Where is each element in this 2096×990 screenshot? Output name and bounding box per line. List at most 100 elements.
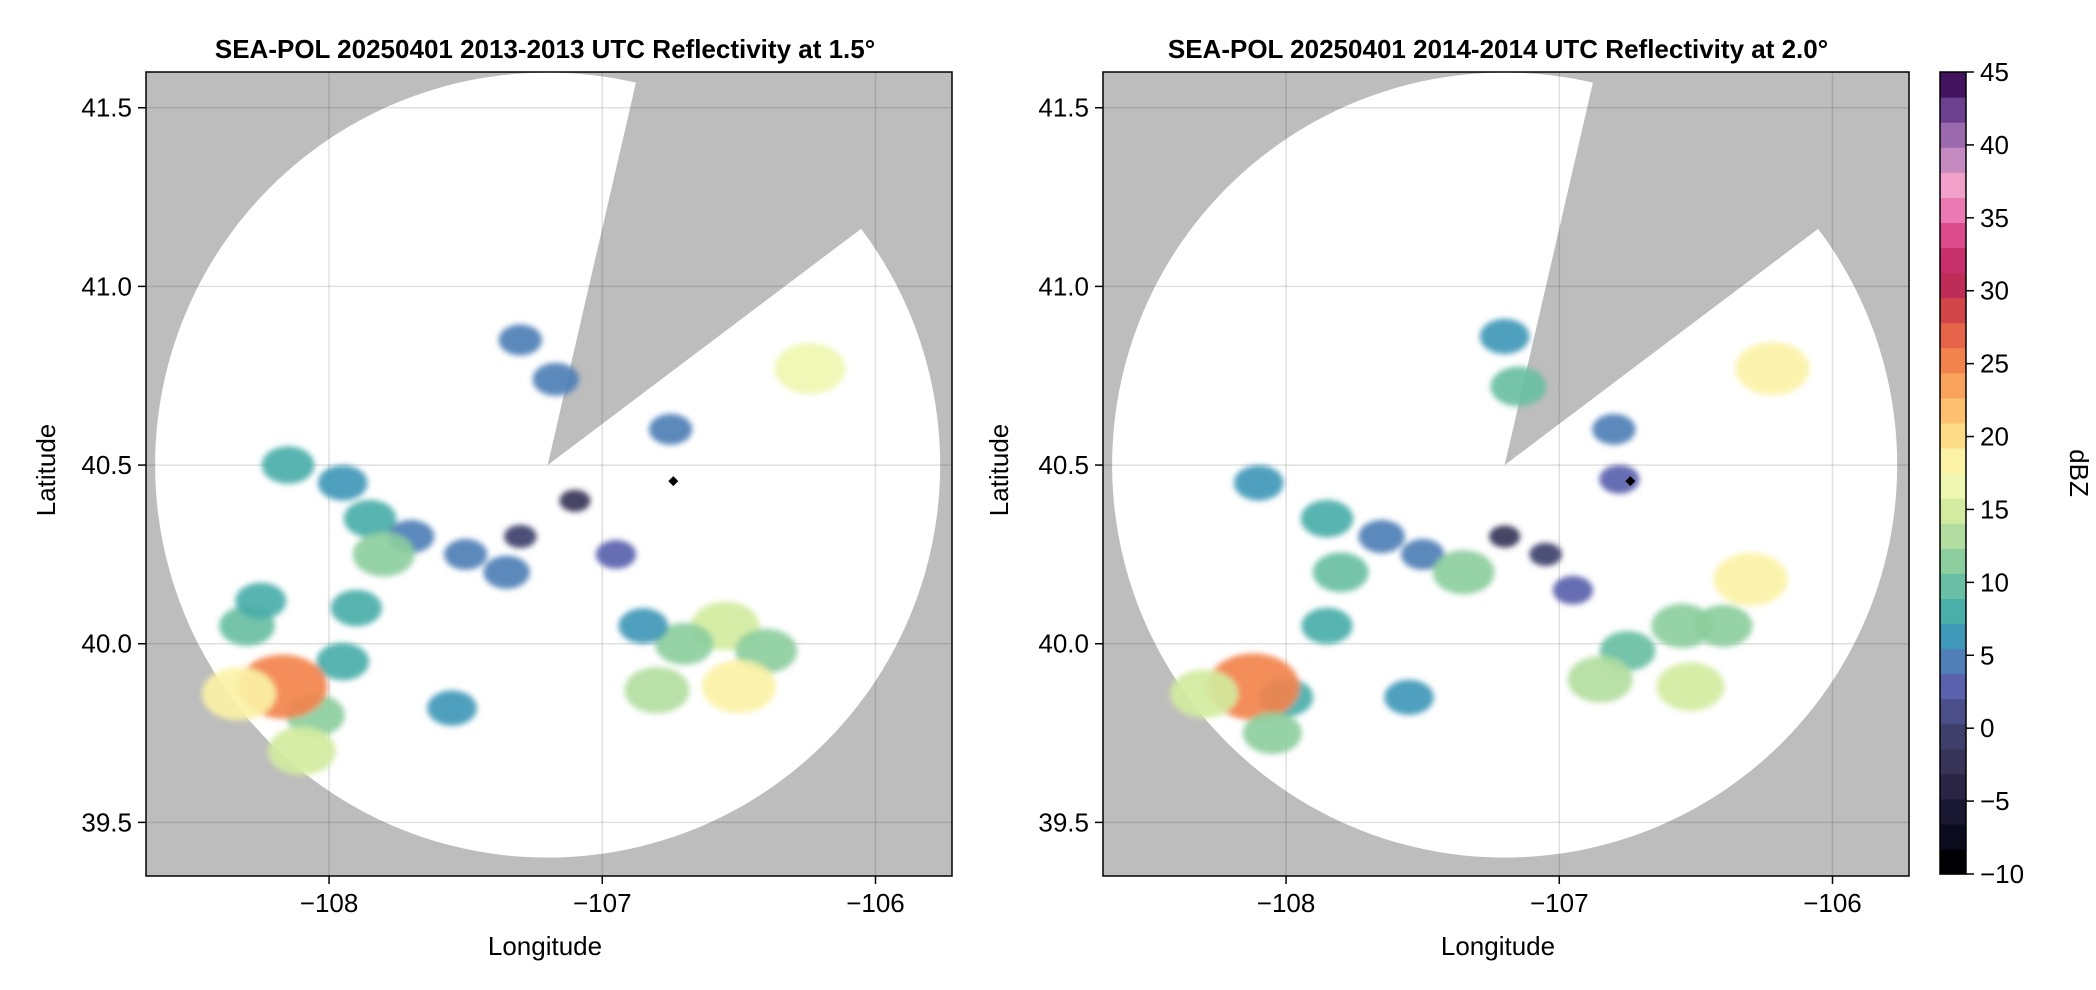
colorbar-swatch [1940,72,1966,98]
colorbar-tick-label: 0 [1980,713,1994,743]
colorbar-swatch [1940,823,1966,850]
colorbar-swatch [1940,698,1966,725]
chart-title: SEA-POL 20250401 2014-2014 UTC Reflectiv… [1168,34,1828,64]
colorbar-tick-label: 5 [1980,640,1994,670]
colorbar-tick-label: 30 [1980,276,2009,306]
echo-cell [1384,679,1434,716]
echo-cell [1479,318,1530,355]
y-axis-label: Latitude [31,424,61,517]
reflectivity-panel-1: SEA-POL 20250401 2013-2013 UTC Reflectiv… [31,34,953,961]
y-tick-label: 40.5 [1038,450,1089,480]
colorbar-swatch [1940,97,1966,123]
echo-cell [1301,607,1353,645]
x-tick-labels: −108 −107 −106 [1257,876,1862,918]
x-tick-label: −106 [1803,888,1862,918]
echo-cell [235,582,287,620]
colorbar-swatch [1940,372,1966,399]
x-tick-label: −107 [1530,888,1589,918]
echo-cell [1432,550,1495,595]
y-tick-label: 39.5 [1038,807,1089,837]
echo-cell [701,660,776,714]
colorbar-swatch [1940,673,1966,700]
y-tick-labels: 39.5 40.0 40.5 41.0 41.5 [1038,93,1103,837]
colorbar-tick-label: 10 [1980,567,2009,597]
colorbar-tick-label: 35 [1980,203,2009,233]
echo-cell [1358,519,1405,554]
echo-cell [483,555,530,589]
echo-cell [1233,465,1284,501]
echo-cell [774,343,846,394]
colorbar-swatch [1940,297,1966,324]
colorbar-swatch [1940,573,1966,599]
x-tick-label: −108 [300,888,359,918]
echo-cell [443,538,488,570]
site-marker [668,476,679,487]
colorbar-swatch [1940,147,1966,173]
colorbar-frame [1939,71,1967,875]
echo-cell [1656,662,1725,711]
y-tick-label: 39.5 [81,807,132,837]
y-tick-label: 41.0 [1038,271,1089,301]
colorbar-swatch [1940,422,1966,449]
echo-cell [1529,542,1562,567]
colorbar-tick-label: −10 [1980,859,2024,889]
plot-area [145,71,953,877]
echo-cell [267,726,336,776]
radar-coverage [1112,72,1898,858]
colorbar-tick-label: −5 [1980,786,2010,816]
colorbar-swatch [1940,848,1966,875]
y-tick-label: 41.0 [81,271,132,301]
echo-cell [648,413,693,445]
x-tick-label: −108 [1257,888,1316,918]
echo-cell [1312,552,1369,593]
echo-cell [343,499,397,538]
y-tick-labels: 39.5 40.0 40.5 41.0 41.5 [81,93,146,837]
echo-cell [1592,413,1636,445]
colorbar: −10 −5 0 5 10 15 20 25 30 35 40 45 dBZ [1939,57,2094,889]
axes-frame [1102,71,1910,877]
colorbar-swatch [1940,347,1966,374]
colorbar-swatch [1940,473,1966,499]
echo-cell [1599,464,1640,494]
echo-cell [1490,366,1547,407]
x-tick-label: −107 [573,888,632,918]
echo-cell [595,540,637,569]
echo-cell [654,622,714,665]
x-tick-labels: −108 −107 −106 [300,876,905,918]
chart-title: SEA-POL 20250401 2013-2013 UTC Reflectiv… [215,34,875,64]
colorbar-swatch [1940,272,1966,299]
colorbar-swatch [1940,197,1966,223]
axes-frame [145,71,953,877]
echo-cell [559,489,591,512]
colorbar-swatch [1940,598,1966,624]
plot-area [1102,71,1910,877]
y-tick-label: 40.0 [1038,629,1089,659]
x-axis-label: Longitude [1441,931,1555,961]
echo-cell [532,362,580,396]
colorbar-swatch [1940,498,1966,524]
x-axis-label: Longitude [488,931,602,961]
y-tick-label: 40.5 [81,450,132,480]
echo-cell [1400,538,1445,570]
colorbar-swatch [1940,523,1966,549]
y-tick-label: 41.5 [81,93,132,123]
echo-cell [317,465,368,501]
echo-cell [1300,499,1354,538]
colorbar-swatch [1940,723,1966,750]
colorbar-swatch [1940,773,1966,800]
colorbar-tick-label: 20 [1980,422,2009,452]
echo-cell [624,666,690,714]
echo-cell [1489,525,1521,548]
colorbar-swatch [1940,397,1966,424]
echo-cell [618,608,669,644]
site-marker [1625,476,1636,487]
colorbar-swatch [1940,748,1966,775]
colorbar-swatch [1940,222,1966,249]
echo-cell [498,324,543,356]
y-tick-label: 41.5 [1038,93,1089,123]
colorbar-tick-label: 15 [1980,494,2009,524]
colorbar-tick-label: 25 [1980,349,2009,379]
echo-cell [1735,342,1810,396]
colorbar-swatch [1940,648,1966,675]
colorbar-swatch [1940,172,1966,198]
